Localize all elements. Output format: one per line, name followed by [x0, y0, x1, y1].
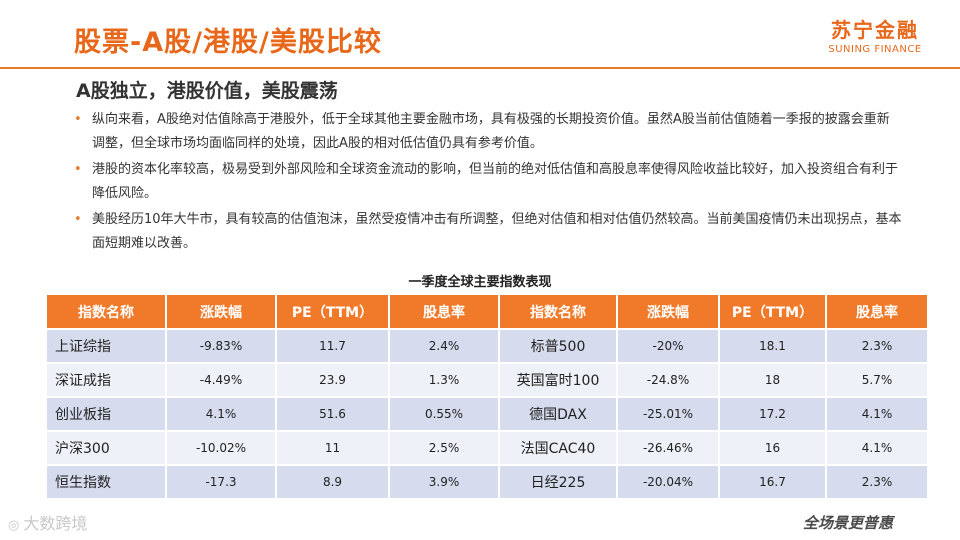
- header-pe-ttm: PE（TTM）: [275, 293, 390, 330]
- bullet-item: • 美股经历10年大牛市，具有较高的估值泡沫，虽然受疫情冲击有所调整，但绝对估值和…: [72, 208, 902, 256]
- cell-dividend: 2.3%: [825, 328, 929, 364]
- cell-change: -9.83%: [165, 328, 277, 364]
- index-performance-table: 指数名称 涨跌幅 PE（TTM） 股息率 指数名称 涨跌幅 PE（TTM） 股息…: [45, 293, 929, 500]
- cell-pe: 8.9: [275, 464, 390, 500]
- header-index-name: 指数名称: [498, 293, 618, 330]
- cell-pe: 11: [275, 430, 390, 466]
- cell-dividend: 1.3%: [388, 362, 500, 398]
- watermark-left-text: 大数跨境: [23, 514, 88, 533]
- cell-change: -24.8%: [616, 362, 720, 398]
- bullet-dot-icon: •: [74, 112, 82, 127]
- cell-dividend: 2.3%: [825, 464, 929, 500]
- cell-index-name: 沪深300: [45, 430, 167, 466]
- cell-index-name: 创业板指: [45, 396, 167, 432]
- slide-header: 股票-A股/港股/美股比较 苏宁金融 SUNING FINANCE: [0, 0, 960, 70]
- cell-change: 4.1%: [165, 396, 277, 432]
- cell-pe: 17.2: [718, 396, 827, 432]
- header-dividend-yield: 股息率: [825, 293, 929, 330]
- cell-change: -10.02%: [165, 430, 277, 466]
- cell-index-name: 法国CAC40: [498, 430, 618, 466]
- bullet-text: 纵向来看，A股绝对估值除高于港股外，低于全球其他主要金融市场，具有极强的长期投资…: [92, 112, 890, 151]
- cell-pe: 18: [718, 362, 827, 398]
- watermark-logo-icon: ◎: [8, 518, 20, 533]
- table-row: 创业板指 4.1% 51.6 0.55% 德国DAX -25.01% 17.2 …: [45, 396, 929, 432]
- suning-finance-logo: 苏宁金融 SUNING FINANCE: [810, 14, 940, 55]
- table-row: 恒生指数 -17.3 8.9 3.9% 日经225 -20.04% 16.7 2…: [45, 464, 929, 500]
- cell-change: -4.49%: [165, 362, 277, 398]
- bullet-list: • 纵向来看，A股绝对估值除高于港股外，低于全球其他主要金融市场，具有极强的长期投…: [72, 108, 902, 258]
- cell-index-name: 恒生指数: [45, 464, 167, 500]
- bullet-dot-icon: •: [74, 162, 82, 177]
- section-subtitle: A股独立，港股价值，美股震荡: [76, 80, 338, 102]
- cell-change: -20%: [616, 328, 720, 364]
- cell-change: -17.3: [165, 464, 277, 500]
- table-row: 上证综指 -9.83% 11.7 2.4% 标普500 -20% 18.1 2.…: [45, 328, 929, 364]
- header-index-name: 指数名称: [45, 293, 167, 330]
- cell-pe: 16.7: [718, 464, 827, 500]
- slogan-watermark: 全场景更普惠: [803, 514, 894, 532]
- cell-pe: 16: [718, 430, 827, 466]
- header-dividend-yield: 股息率: [388, 293, 500, 330]
- cell-dividend: 3.9%: [388, 464, 500, 500]
- header-pe-ttm: PE（TTM）: [718, 293, 827, 330]
- table-caption: 一季度全球主要指数表现: [408, 275, 552, 290]
- cell-pe: 51.6: [275, 396, 390, 432]
- cell-dividend: 5.7%: [825, 362, 929, 398]
- cell-dividend: 2.5%: [388, 430, 500, 466]
- bullet-text: 港股的资本化率较高，极易受到外部风险和全球资金流动的影响，但当前的绝对低估值和高…: [92, 162, 899, 201]
- cell-index-name: 深证成指: [45, 362, 167, 398]
- cell-dividend: 4.1%: [825, 396, 929, 432]
- cell-change: -20.04%: [616, 464, 720, 500]
- watermark-left: ◎ 大数跨境: [8, 510, 87, 534]
- cell-index-name: 标普500: [498, 328, 618, 364]
- bullet-dot-icon: •: [74, 212, 82, 227]
- cell-dividend: 0.55%: [388, 396, 500, 432]
- slide-title: 股票-A股/港股/美股比较: [74, 27, 382, 58]
- header-change: 涨跌幅: [165, 293, 277, 330]
- cell-index-name: 日经225: [498, 464, 618, 500]
- logo-english-text: SUNING FINANCE: [828, 44, 922, 55]
- cell-change: -26.46%: [616, 430, 720, 466]
- cell-index-name: 英国富时100: [498, 362, 618, 398]
- cell-index-name: 德国DAX: [498, 396, 618, 432]
- cell-change: -25.01%: [616, 396, 720, 432]
- header-change: 涨跌幅: [616, 293, 720, 330]
- cell-index-name: 上证综指: [45, 328, 167, 364]
- logo-chinese-text: 苏宁金融: [831, 18, 919, 42]
- bullet-item: • 港股的资本化率较高，极易受到外部风险和全球资金流动的影响，但当前的绝对低估值和…: [72, 158, 902, 206]
- cell-dividend: 2.4%: [388, 328, 500, 364]
- cell-pe: 18.1: [718, 328, 827, 364]
- cell-dividend: 4.1%: [825, 430, 929, 466]
- table-row: 深证成指 -4.49% 23.9 1.3% 英国富时100 -24.8% 18 …: [45, 362, 929, 398]
- cell-pe: 23.9: [275, 362, 390, 398]
- table-header-row: 指数名称 涨跌幅 PE（TTM） 股息率 指数名称 涨跌幅 PE（TTM） 股息…: [45, 293, 929, 330]
- cell-pe: 11.7: [275, 328, 390, 364]
- bullet-text: 美股经历10年大牛市，具有较高的估值泡沫，虽然受疫情冲击有所调整，但绝对估值和相…: [92, 212, 902, 251]
- header-divider: [0, 67, 960, 69]
- table-row: 沪深300 -10.02% 11 2.5% 法国CAC40 -26.46% 16…: [45, 430, 929, 466]
- bullet-item: • 纵向来看，A股绝对估值除高于港股外，低于全球其他主要金融市场，具有极强的长期投…: [72, 108, 902, 156]
